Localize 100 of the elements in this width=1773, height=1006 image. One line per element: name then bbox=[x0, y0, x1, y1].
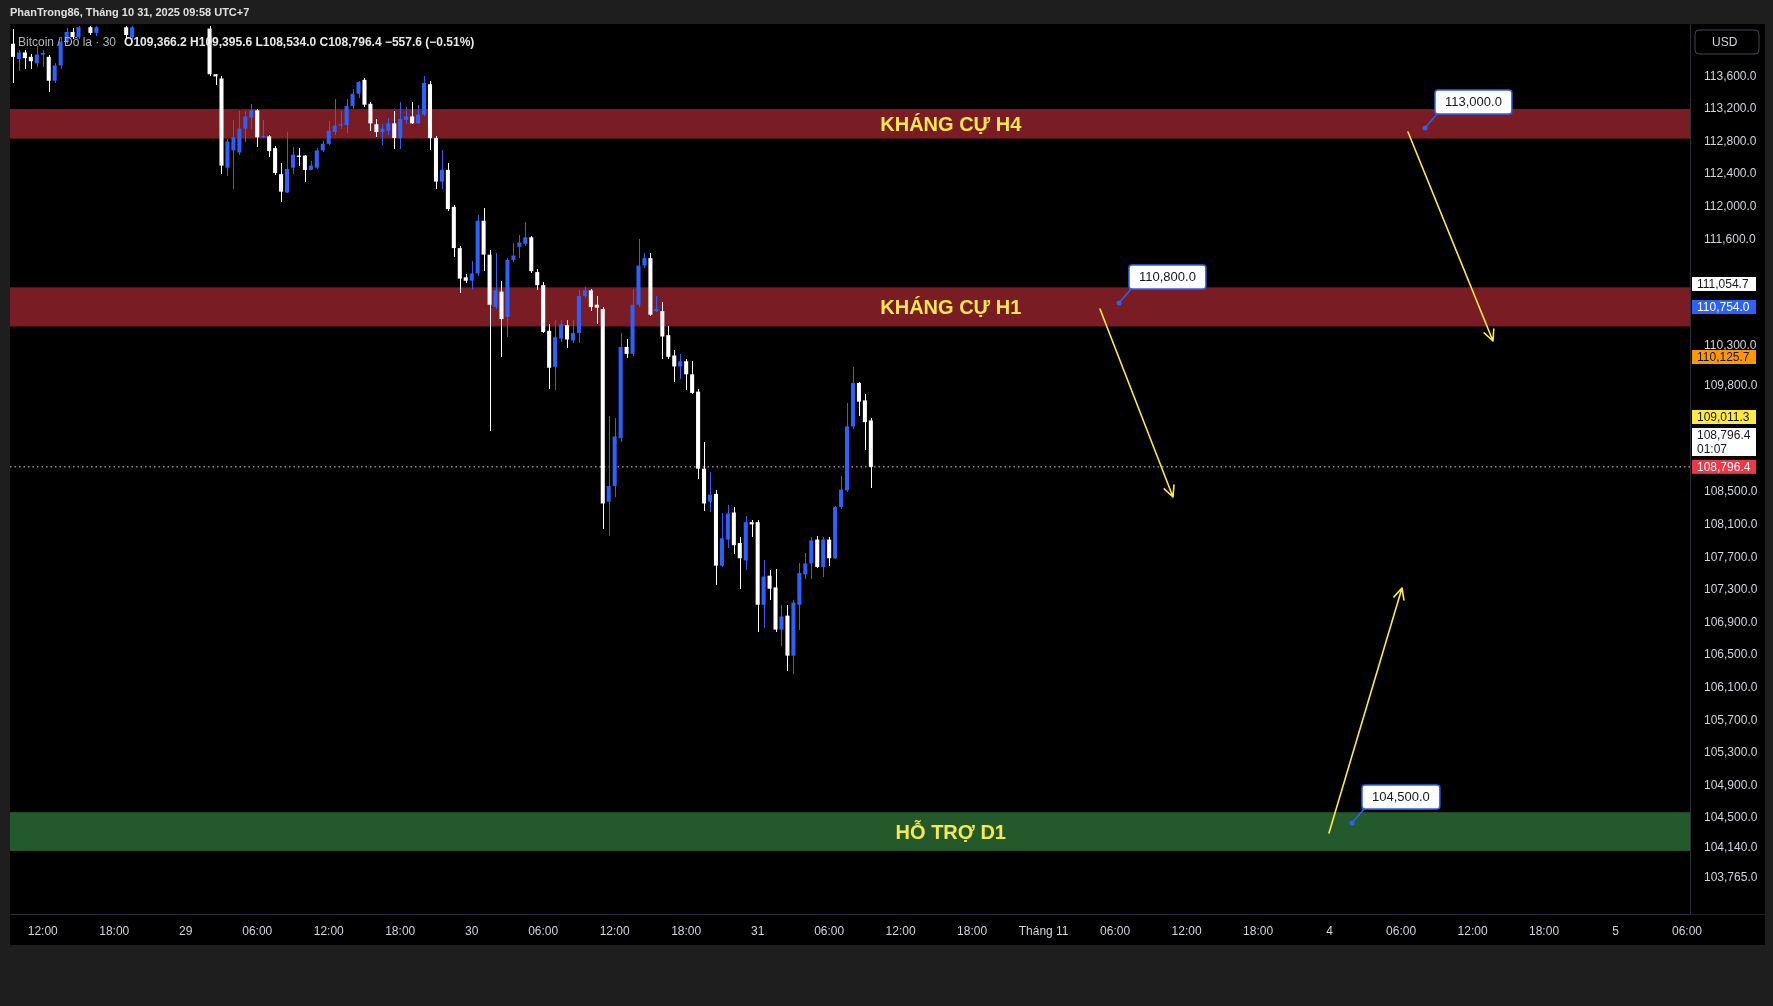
candlestick bbox=[368, 101, 373, 132]
x-tick-label: 06:00 bbox=[242, 923, 273, 938]
x-tick-label: 18:00 bbox=[957, 923, 988, 938]
y-tick-label: 108,100.0 bbox=[1704, 516, 1758, 531]
candlestick bbox=[243, 110, 248, 143]
text: 108,796.4 bbox=[1697, 428, 1751, 443]
candlestick bbox=[237, 110, 242, 156]
y-tick-label: 111,600.0 bbox=[1704, 231, 1756, 246]
y-tick-label: 106,100.0 bbox=[1704, 679, 1758, 694]
candlestick bbox=[588, 288, 593, 312]
candlestick bbox=[827, 536, 832, 567]
y-tick-label: 104,500.0 bbox=[1704, 810, 1758, 825]
y-tick-label: 112,000.0 bbox=[1704, 199, 1757, 214]
candlestick bbox=[398, 101, 403, 150]
candlestick bbox=[803, 552, 808, 580]
candlestick bbox=[511, 242, 516, 263]
candlestick bbox=[249, 103, 254, 130]
x-tick-label: Tháng 11 bbox=[1018, 923, 1069, 938]
y-tick-label: 104,140.0 bbox=[1704, 839, 1758, 854]
x-tick-label: 12:00 bbox=[1171, 923, 1202, 938]
candlestick bbox=[737, 536, 742, 590]
y-tick-label: 110,300.0 bbox=[1704, 337, 1757, 352]
x-tick-label: 12:00 bbox=[885, 923, 916, 938]
candlestick bbox=[666, 325, 671, 360]
candlestick bbox=[22, 49, 27, 70]
y-tick-label: 103,765.0 bbox=[1704, 870, 1758, 885]
candlestick bbox=[314, 147, 319, 170]
candlestick bbox=[285, 131, 290, 194]
candlestick bbox=[16, 49, 21, 72]
candlestick bbox=[559, 319, 564, 343]
candlestick bbox=[570, 319, 575, 344]
annotation: 104,500.0 bbox=[1372, 789, 1430, 804]
candlestick bbox=[46, 54, 51, 93]
x-tick-label: 06:00 bbox=[814, 923, 845, 938]
y-tick-label: 108,500.0 bbox=[1704, 484, 1758, 499]
y-tick-label: 112,800.0 bbox=[1704, 133, 1757, 148]
candlestick bbox=[839, 475, 844, 510]
x-tick-label: 12:00 bbox=[27, 923, 59, 938]
candlestick bbox=[231, 119, 236, 190]
candlestick bbox=[779, 604, 784, 647]
y-tick-label: 113,600.0 bbox=[1704, 68, 1757, 83]
text: 109,011.3 bbox=[1697, 410, 1750, 425]
candlestick bbox=[332, 98, 337, 136]
candlestick bbox=[856, 381, 861, 417]
candlestick bbox=[392, 110, 397, 150]
candlestick bbox=[517, 234, 522, 259]
y-tick-label: 105,700.0 bbox=[1704, 712, 1758, 727]
band-label: HỖ TRỢ D1 bbox=[895, 819, 1006, 843]
x-tick-label: 18:00 bbox=[1243, 923, 1274, 938]
candlestick bbox=[267, 134, 272, 158]
annotation: 110,800.0 bbox=[1139, 269, 1196, 284]
candlestick bbox=[469, 260, 474, 290]
text: Bitcoin / Đô la · 30 bbox=[18, 35, 117, 49]
candlestick bbox=[523, 221, 528, 247]
x-tick-label: 18:00 bbox=[385, 923, 416, 938]
x-tick-label: 12:00 bbox=[599, 923, 631, 938]
candlestick bbox=[302, 154, 307, 183]
candlestick bbox=[52, 62, 57, 84]
y-tick-label: 107,300.0 bbox=[1704, 582, 1758, 597]
candlestick bbox=[535, 268, 540, 291]
candlestick bbox=[279, 162, 284, 203]
candlestick bbox=[565, 319, 570, 349]
candlestick bbox=[439, 149, 444, 190]
band-label: KHÁNG CỰ H1 bbox=[880, 295, 1022, 318]
candlestick bbox=[678, 353, 683, 380]
annotation: 113,000.0 bbox=[1445, 94, 1502, 109]
candlestick bbox=[690, 360, 695, 395]
x-tick-label: 06:00 bbox=[1386, 923, 1417, 938]
y-tick-label: 107,700.0 bbox=[1704, 549, 1758, 564]
y-tick-label: 104,900.0 bbox=[1704, 777, 1758, 792]
candlestick bbox=[606, 415, 611, 537]
x-tick-label: 06:00 bbox=[1672, 923, 1703, 938]
candlestick bbox=[684, 358, 689, 391]
chart-subtitle: PhanTrong86, Tháng 10 31, 2025 09:58 UTC+7 bbox=[10, 6, 250, 18]
x-tick-label: 12:00 bbox=[313, 923, 345, 938]
x-tick-label: 30 bbox=[465, 923, 479, 938]
candlestick bbox=[767, 569, 772, 601]
text: 01:07 bbox=[1697, 442, 1728, 457]
candlestick bbox=[10, 28, 15, 84]
y-tick-label: 109,800.0 bbox=[1704, 378, 1758, 393]
x-tick-label: 29 bbox=[179, 923, 193, 938]
candlestick bbox=[707, 471, 713, 513]
candlestick bbox=[493, 252, 498, 310]
x-tick-label: 18:00 bbox=[1529, 923, 1560, 938]
candlestick bbox=[350, 88, 355, 110]
candlestick bbox=[58, 36, 63, 70]
candlestick bbox=[416, 104, 421, 125]
x-tick-label: 31 bbox=[750, 923, 765, 938]
x-tick-label: 06:00 bbox=[528, 923, 559, 938]
candlestick bbox=[326, 120, 331, 146]
x-tick-label: 06:00 bbox=[1100, 923, 1131, 938]
candlestick bbox=[594, 295, 599, 325]
x-tick-label: 18:00 bbox=[671, 923, 702, 938]
candlestick bbox=[410, 101, 415, 125]
ref-line-label: 108,796.4 bbox=[1697, 460, 1751, 475]
y-tick-label: 105,300.0 bbox=[1704, 745, 1758, 760]
candlestick bbox=[624, 338, 629, 359]
candlestick bbox=[672, 349, 677, 383]
text: 110,754.0 bbox=[1697, 300, 1750, 315]
y-tick-label: 106,900.0 bbox=[1704, 614, 1758, 629]
